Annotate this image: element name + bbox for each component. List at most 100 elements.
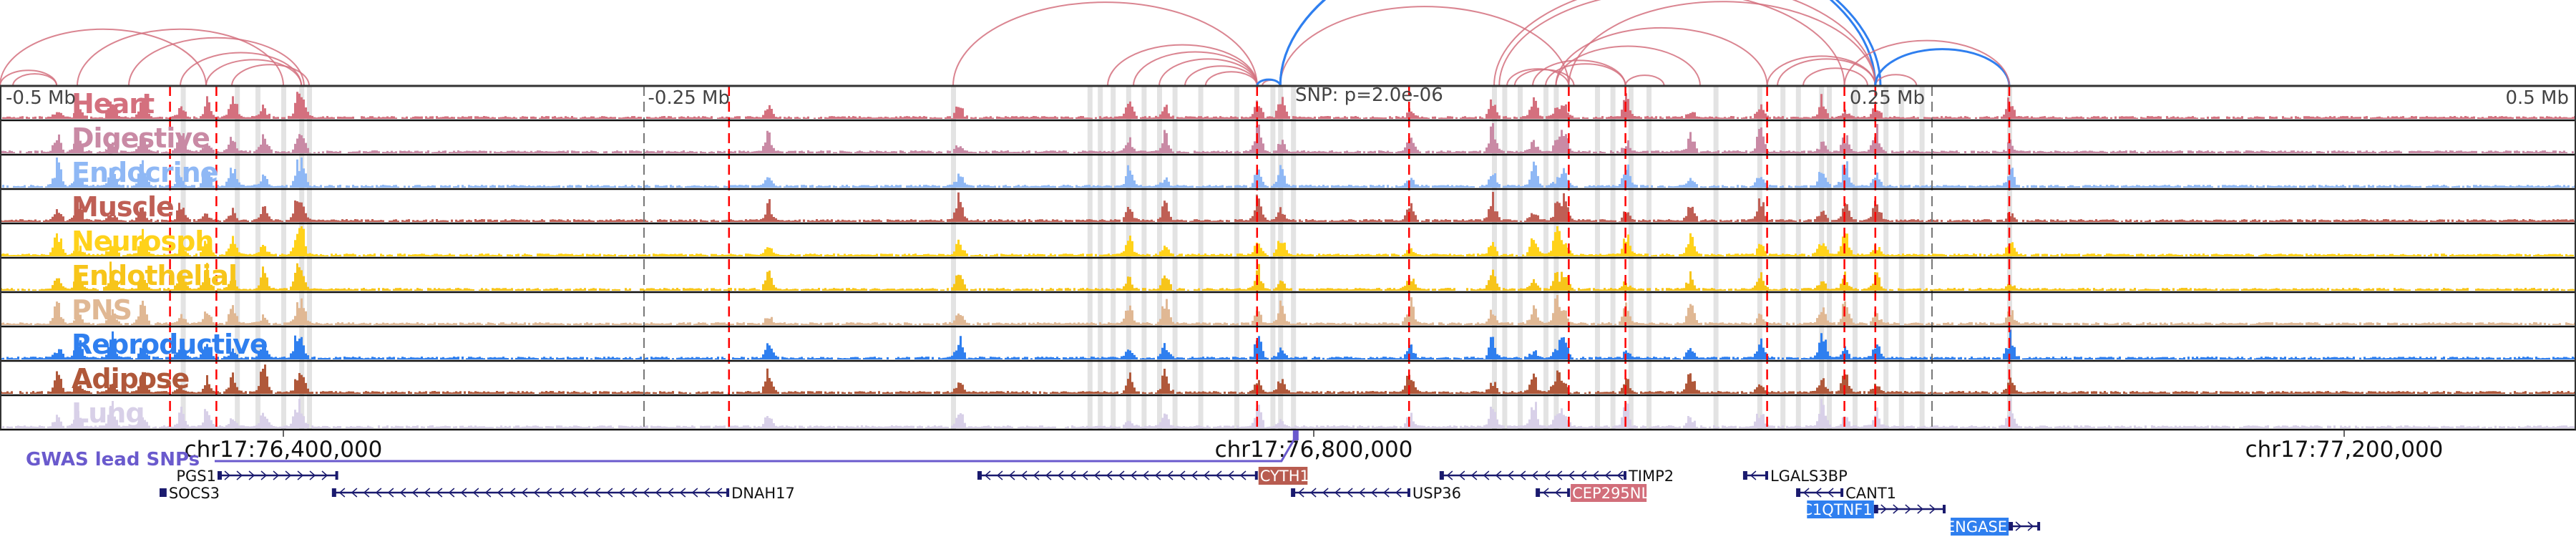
gene-exon: [1254, 471, 1258, 480]
loop-arc-red: [1843, 39, 2010, 87]
gene-exon: [1407, 488, 1410, 497]
gene-exon: [1943, 505, 1946, 513]
signal-heart: [2, 92, 2576, 119]
track-label-lung: Lung: [72, 397, 145, 429]
gene-highlight: [1807, 500, 1874, 518]
gene-exon: [977, 471, 982, 480]
gene-exon: [1742, 471, 1747, 480]
loop-arc-red: [231, 64, 310, 87]
signal-pns: [0, 295, 2576, 325]
track-label-adipose: Adipose: [72, 363, 189, 395]
gene-exon: [163, 488, 167, 497]
loop-arc-red: [1493, 0, 1876, 87]
strand-arrows: [1542, 488, 1561, 498]
signal-endocrine: [2, 158, 2576, 188]
track-label-neurosph: Neurosph: [72, 226, 213, 257]
chromosome-coordinates: chr17:76,400,000 chr17:76,800,000 chr17:77…: [185, 430, 2443, 463]
gene-label: SOCS3: [169, 485, 220, 502]
gene-exon: [1439, 471, 1444, 480]
track-label-endocrine: Endocrine: [72, 157, 218, 188]
gwas-snp-marker: [1292, 430, 1299, 440]
gene-usp36: USP36: [1291, 485, 1461, 502]
gene-socs3: SOCS3: [160, 485, 220, 502]
loop-arc-red: [1158, 58, 1258, 87]
track-label-muscle: Muscle: [72, 191, 174, 223]
gene-exon: [2009, 522, 2014, 531]
loop-arc-red: [180, 52, 303, 87]
loop-arc-red: [1498, 0, 1845, 87]
signal-adipose: [0, 364, 2576, 394]
gene-pgs1: PGS1: [176, 468, 338, 485]
loop-arc-red: [0, 28, 207, 87]
strand-arrows: [1297, 488, 1402, 498]
gene-exon: [160, 488, 164, 497]
gene-cant1: CANT1: [1796, 485, 1896, 502]
signal-lung: [2, 399, 2576, 428]
loop-arcs: [0, 0, 2011, 87]
strand-arrows: [2015, 521, 2034, 531]
gene-exon: [726, 488, 730, 497]
loop-arc-red: [1279, 6, 1570, 87]
loop-arc-red: [205, 59, 303, 87]
gene-exon: [1765, 471, 1768, 480]
loop-arc-red: [1545, 63, 1626, 87]
loop-arc-red: [77, 28, 284, 87]
loop-arc-red: [1184, 65, 1258, 87]
gene-exon: [1536, 488, 1541, 497]
track-labels: HeartDigestiveEndocrineMuscleNeurosphEnd…: [72, 88, 268, 429]
loop-arc-red: [1802, 67, 1868, 87]
gene-exon: [1567, 488, 1571, 497]
gene-dnah17: DNAH17: [331, 485, 795, 502]
gene-exon: [2037, 522, 2041, 531]
gene-c1qtnf1: C1QTNF1: [1802, 500, 1946, 518]
gene-highlight: [1258, 467, 1308, 485]
gene-label: C1QTNF1: [1802, 501, 1873, 518]
gene-label: CEP295NL: [1572, 485, 1649, 502]
strand-arrows: [1802, 488, 1834, 498]
strand-arrows: [1750, 470, 1757, 480]
gwas-label: GWAS lead SNPs: [26, 449, 200, 470]
axis-labels: -0.5 Mb -0.25 Mb SNP: p=2.0e-06 0.25 Mb …: [6, 84, 2569, 109]
axis-mid-right-label: 0.25 Mb: [1850, 87, 1925, 109]
loop-arc-red: [1624, 74, 1665, 87]
loop-arc-red: [1555, 26, 1768, 87]
signal-neurosph: [0, 226, 2574, 256]
loop-arc-red: [1555, 45, 1701, 87]
track-label-reproductive: Reproductive: [72, 329, 268, 360]
gene-exon: [218, 471, 222, 480]
gene-highlight: [1571, 484, 1647, 502]
signal-endothelial: [0, 261, 2576, 291]
gene-exon: [1291, 488, 1296, 497]
gene-label: CANT1: [1845, 485, 1896, 502]
gene-exon: [1873, 505, 1878, 513]
track-label-digestive: Digestive: [72, 122, 210, 154]
loop-arc-red: [1874, 74, 1918, 87]
snp-pvalue-label: SNP: p=2.0e-06: [1295, 84, 1443, 106]
snp-lines: [169, 86, 2011, 430]
gene-label: CYTH1: [1260, 468, 1309, 485]
gene-label: DNAH17: [731, 485, 795, 502]
signal-digestive: [0, 123, 2574, 153]
loop-arc-red: [1204, 71, 1258, 87]
gene-highlight: [1951, 518, 2009, 536]
loop-arc-red: [1107, 44, 1258, 87]
loop-arc-red: [1506, 68, 1570, 87]
loop-arc-red: [1133, 51, 1258, 87]
loop-arc-blue: [1279, 0, 1877, 87]
loop-arc-red: [128, 37, 305, 87]
gwas-link-line: [215, 436, 1297, 463]
loop-arc-blue: [1874, 48, 2011, 87]
gene-cep295nl: CEP295NL: [1536, 484, 1650, 502]
gene-label: ENGASE: [1946, 518, 2007, 536]
axis-left-label: -0.5 Mb: [6, 87, 76, 109]
loop-arc-red: [1777, 58, 1876, 87]
gene-label: LGALS3BP: [1770, 468, 1848, 485]
strand-arrows: [1446, 470, 1624, 480]
gene-exon: [1623, 471, 1626, 480]
loop-arc-red: [952, 1, 1258, 87]
loop-arc-red: [0, 69, 58, 87]
gene-cyth1: CYTH1: [977, 467, 1309, 485]
gene-exon: [331, 488, 336, 497]
